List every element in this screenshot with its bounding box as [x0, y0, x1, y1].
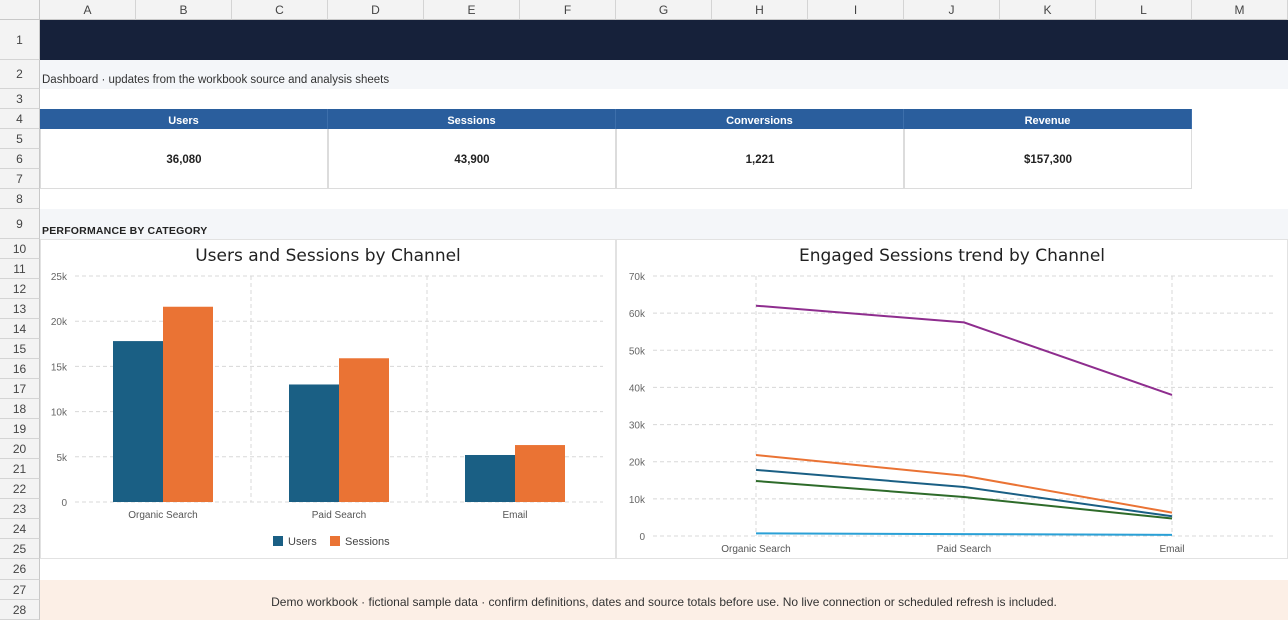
column-header-b[interactable]: B	[136, 0, 232, 20]
row-header-24[interactable]: 24	[0, 519, 40, 539]
column-header-h[interactable]: H	[712, 0, 808, 20]
bar-sessions-email[interactable]	[515, 445, 565, 502]
line-x-tick-label: Email	[1159, 544, 1184, 555]
kpi-value-sessions[interactable]: 43,900	[328, 129, 616, 189]
row-header-22[interactable]: 22	[0, 479, 40, 499]
row-header-27[interactable]: 27	[0, 580, 40, 600]
section-label: PERFORMANCE BY CATEGORY	[42, 225, 208, 237]
kpi-value-revenue[interactable]: $157,300	[904, 129, 1192, 189]
row-header-21[interactable]: 21	[0, 459, 40, 479]
subtitle-band	[40, 60, 1288, 89]
line-series-3[interactable]	[755, 480, 1173, 520]
row-header-26[interactable]: 26	[0, 559, 40, 580]
row-header-20[interactable]: 20	[0, 439, 40, 459]
row-header-9[interactable]: 9	[0, 209, 40, 239]
bar-y-tick-label: 0	[61, 498, 67, 509]
footer-disclaimer: Demo workbook · fictional sample data · …	[40, 580, 1288, 620]
bar-chart-svg: 0 5k 10k 15k 20k 25k Organic Search Paid Search…	[51, 272, 603, 548]
row-header-7[interactable]: 7	[0, 169, 40, 189]
bar-users-organic-search[interactable]	[113, 341, 163, 502]
row-header-12[interactable]: 12	[0, 279, 40, 299]
column-header-c[interactable]: C	[232, 0, 328, 20]
bar-y-tick-label: 10k	[51, 408, 68, 419]
line-x-tick-label: Organic Search	[721, 544, 790, 555]
line-y-tick-label: 40k	[629, 383, 646, 394]
legend-swatch-users	[273, 536, 283, 546]
line-series-0[interactable]	[755, 304, 1173, 396]
row-header-8[interactable]: 8	[0, 189, 40, 209]
legend-swatch-sessions	[330, 536, 340, 546]
column-header-m[interactable]: M	[1192, 0, 1288, 20]
bar-y-tick-label: 15k	[51, 362, 68, 373]
select-all-corner[interactable]	[0, 0, 40, 20]
row-header-2[interactable]: 2	[0, 60, 40, 89]
line-y-tick-label: 20k	[629, 458, 646, 469]
row-header-19[interactable]: 19	[0, 419, 40, 439]
bar-sessions-paid-search[interactable]	[339, 358, 389, 502]
bar-x-tick-label: Paid Search	[312, 510, 366, 521]
row-header-11[interactable]: 11	[0, 259, 40, 279]
legend-label-sessions[interactable]: Sessions	[345, 536, 390, 548]
kpi-label-revenue: Revenue	[904, 109, 1192, 129]
row-header-4[interactable]: 4	[0, 109, 40, 129]
column-header-g[interactable]: G	[616, 0, 712, 20]
kpi-label-users: Users	[40, 109, 328, 129]
bar-users-paid-search[interactable]	[289, 384, 339, 502]
row-header-15[interactable]: 15	[0, 339, 40, 359]
row-header-6[interactable]: 6	[0, 149, 40, 169]
line-chart-panel[interactable]: Engaged Sessions trend by Channel 0 10k 20…	[616, 239, 1288, 559]
row-header-16[interactable]: 16	[0, 359, 40, 379]
bar-x-tick-label: Email	[502, 510, 527, 521]
line-x-tick-label: Paid Search	[937, 544, 991, 555]
column-header-j[interactable]: J	[904, 0, 1000, 20]
column-header-i[interactable]: I	[808, 0, 904, 20]
row-header-17[interactable]: 17	[0, 379, 40, 399]
column-header-k[interactable]: K	[1000, 0, 1096, 20]
dashboard-title-bar	[40, 20, 1288, 60]
line-series-1[interactable]	[755, 454, 1173, 514]
kpi-value-conversions[interactable]: 1,221	[616, 129, 904, 189]
legend-label-users[interactable]: Users	[288, 536, 317, 548]
row-header-13[interactable]: 13	[0, 299, 40, 319]
column-header-e[interactable]: E	[424, 0, 520, 20]
column-header-a[interactable]: A	[40, 0, 136, 20]
row-header-18[interactable]: 18	[0, 399, 40, 419]
line-y-tick-label: 30k	[629, 421, 646, 432]
section-band	[40, 209, 1288, 239]
bar-y-tick-label: 20k	[51, 317, 68, 328]
row-header-3[interactable]: 3	[0, 89, 40, 109]
kpi-label-conversions: Conversions	[616, 109, 904, 129]
bar-chart-title: Users and Sessions by Channel	[195, 246, 461, 266]
row-header-14[interactable]: 14	[0, 319, 40, 339]
bar-x-tick-label: Organic Search	[128, 510, 197, 521]
line-y-tick-label: 50k	[629, 346, 646, 357]
column-header-f[interactable]: F	[520, 0, 616, 20]
bar-chart-panel[interactable]: Users and Sessions by Channel 0 5k 10k 15k 2…	[40, 239, 616, 559]
line-series-2[interactable]	[755, 468, 1173, 518]
line-y-tick-label: 70k	[629, 272, 646, 283]
row-header-28[interactable]: 28	[0, 600, 40, 620]
line-y-tick-label: 10k	[629, 495, 646, 506]
bar-y-tick-label: 5k	[56, 453, 68, 464]
line-y-tick-label: 0	[639, 532, 645, 543]
line-chart-svg: 0 10k 20k 30k 40k 50k 60k 70k Organic Search Paid…	[629, 272, 1275, 555]
kpi-label-sessions: Sessions	[328, 109, 616, 129]
kpi-value-users[interactable]: 36,080	[40, 129, 328, 189]
line-chart-title: Engaged Sessions trend by Channel	[798, 246, 1106, 266]
row-header-5[interactable]: 5	[0, 129, 40, 149]
bar-sessions-organic-search[interactable]	[163, 306, 213, 502]
dashboard-subtitle: Dashboard · updates from the workbook so…	[42, 74, 390, 86]
row-header-25[interactable]: 25	[0, 539, 40, 559]
column-header-d[interactable]: D	[328, 0, 424, 20]
row-header-23[interactable]: 23	[0, 499, 40, 519]
row-header-1[interactable]: 1	[0, 20, 40, 60]
column-header-l[interactable]: L	[1096, 0, 1192, 20]
line-series-4[interactable]	[755, 532, 1173, 536]
row-header-10[interactable]: 10	[0, 239, 40, 259]
bar-users-email[interactable]	[465, 454, 515, 502]
bar-y-tick-label: 25k	[51, 272, 68, 283]
line-y-tick-label: 60k	[629, 309, 646, 320]
